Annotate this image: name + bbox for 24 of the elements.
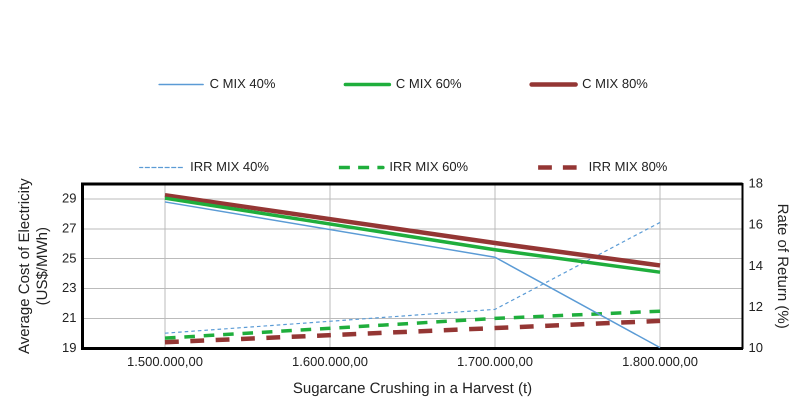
y2-tick-label: 16 bbox=[748, 216, 764, 232]
y2-tick-label: 10 bbox=[748, 340, 764, 355]
y-tick-label: 23 bbox=[62, 280, 76, 296]
x-tick-label: 1.600.000,00 bbox=[292, 354, 368, 369]
y-axis-title: Average Cost of Electricity (US$/MWh) bbox=[16, 178, 52, 354]
y-tick-label: 27 bbox=[62, 220, 76, 236]
legend-label: IRR MIX 80% bbox=[588, 159, 668, 174]
y-tick-label: 19 bbox=[62, 340, 76, 355]
x-tick-label: 1.800.000,00 bbox=[622, 354, 698, 369]
legend-label: IRR MIX 40% bbox=[190, 159, 270, 174]
legend-label: C MIX 40% bbox=[210, 76, 276, 92]
x-tick-label: 1.500.000,00 bbox=[127, 354, 203, 369]
legend-label: C MIX 80% bbox=[582, 76, 648, 92]
x-tick-label: 1.700.000,00 bbox=[457, 354, 533, 369]
y2-tick-label: 12 bbox=[748, 298, 764, 314]
y-tick-label: 25 bbox=[62, 250, 76, 266]
y2-tick-label: 14 bbox=[748, 258, 764, 273]
y-tick-label: 21 bbox=[62, 310, 76, 326]
x-axis-title: Sugarcane Crushing in a Harvest (t) bbox=[292, 380, 532, 398]
y2-axis-title: Rate of Return (%) bbox=[774, 204, 791, 329]
y2-tick-label: 18 bbox=[748, 176, 764, 191]
legend-label: IRR MIX 60% bbox=[389, 159, 469, 174]
y-tick-label: 29 bbox=[62, 190, 76, 206]
legend-label: C MIX 60% bbox=[396, 76, 462, 92]
